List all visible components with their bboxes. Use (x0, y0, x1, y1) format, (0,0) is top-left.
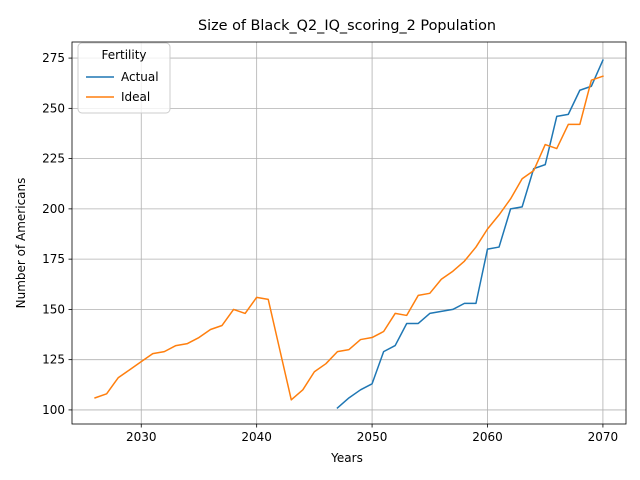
y-tick-label: 200 (42, 202, 65, 216)
legend: Fertility Actual Ideal (77, 42, 171, 114)
x-tick-label: 2070 (588, 430, 619, 444)
y-tick-label: 225 (42, 152, 65, 166)
series-line-ideal (94, 75, 604, 401)
x-axis-ticks: 2030 2040 2050 2060 2070 (126, 424, 618, 444)
y-tick-label: 100 (42, 403, 65, 417)
plot-frame (71, 41, 627, 425)
y-tick-label: 250 (42, 101, 65, 115)
series-line-actual (336, 59, 604, 409)
chart-title: Size of Black_Q2_IQ_scoring_2 Population (198, 18, 496, 34)
y-axis-ticks: 100 125 150 175 200 225 250 275 (42, 51, 72, 417)
series-lines (94, 59, 604, 409)
grid (72, 42, 626, 424)
y-tick-label: 125 (42, 353, 65, 367)
legend-label-ideal: Ideal (121, 90, 150, 104)
legend-title: Fertility (101, 48, 146, 62)
y-axis-label: Number of Americans (14, 178, 28, 309)
y-tick-label: 275 (42, 51, 65, 65)
y-tick-label: 175 (42, 252, 65, 266)
legend-label-actual: Actual (121, 70, 159, 84)
x-tick-label: 2030 (126, 430, 157, 444)
y-tick-label: 150 (42, 302, 65, 316)
x-tick-label: 2040 (241, 430, 272, 444)
x-tick-label: 2050 (357, 430, 388, 444)
x-tick-label: 2060 (472, 430, 503, 444)
x-axis-label: Years (330, 451, 363, 465)
legend-box (77, 42, 171, 114)
